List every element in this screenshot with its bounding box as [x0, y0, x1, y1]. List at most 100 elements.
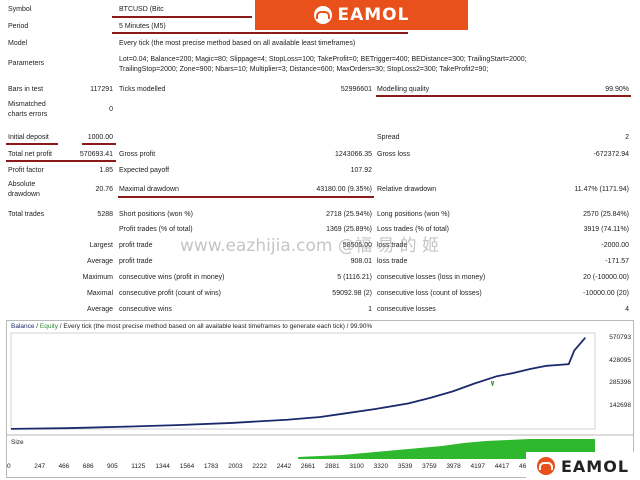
ticks-label: Ticks modelled: [119, 86, 166, 93]
absolute-drawdown-label-1: Absolute: [8, 181, 36, 188]
maximal-label: Maximal: [86, 290, 113, 297]
initial-deposit-label: Initial deposit: [8, 134, 49, 141]
max-drawdown-underline: [118, 196, 374, 198]
brand-corner-name: EAMOL: [560, 456, 630, 476]
period-value: 5 Minutes (M5): [119, 23, 166, 30]
quality-label: Modelling quality: [377, 86, 430, 93]
avg-cons-wins-value: 1: [368, 306, 372, 313]
bars-value: 117291: [90, 86, 113, 93]
x-tick-label: 4197: [470, 463, 485, 470]
legend-equity: Equity: [39, 323, 58, 330]
x-tick-label: 2003: [228, 463, 243, 470]
gross-profit-value: 1243066.35: [335, 151, 372, 158]
long-positions-value: 2570 (25.84%): [583, 211, 629, 218]
x-tick-label: 4417: [494, 463, 510, 470]
relative-drawdown-value: 11.47% (1171.94): [574, 186, 629, 193]
average-profit-value: 908.01: [350, 258, 372, 265]
model-value: Every tick (the most precise method base…: [119, 40, 356, 47]
gross-loss-label: Gross loss: [377, 151, 411, 158]
x-tick-label: 0: [7, 463, 11, 470]
long-positions-label: Long positions (won %): [377, 211, 450, 218]
bars-label: Bars in test: [8, 86, 44, 93]
parameters-label: Parameters: [8, 60, 45, 67]
avg-cons-wins-label: consecutive wins: [119, 306, 172, 313]
x-tick-label: 3539: [397, 463, 413, 470]
absolute-drawdown-label-2: drawdown: [8, 191, 40, 198]
x-tick-label: 3978: [446, 463, 461, 470]
x-tick-label: 905: [106, 463, 118, 470]
x-tick-label: 686: [82, 463, 94, 470]
legend-sep: /: [34, 323, 40, 330]
spread-value: 2: [625, 134, 629, 141]
max-cons-wins-value: 5 (1116.21): [337, 274, 372, 281]
brand-banner: EAMOL: [255, 0, 468, 30]
loss-trades-label: Loss trades (% of total): [377, 226, 449, 233]
chart-header: Balance / Equity / Every tick (the most …: [11, 323, 372, 330]
largest-loss-value: -2000.00: [601, 242, 629, 249]
average-loss-value: -171.57: [605, 258, 629, 265]
absolute-drawdown-value: 20.76: [95, 186, 113, 193]
average-label: Average: [87, 258, 113, 265]
y-tick-label: 428095: [609, 356, 631, 364]
largest-label: Largest: [89, 242, 113, 249]
avg-cons-losses-label: consecutive losses: [377, 306, 436, 313]
avg-cons-losses-value: 4: [625, 306, 629, 313]
short-positions-value: 2718 (25.94%): [326, 211, 372, 218]
initial-deposit-underline-1: [6, 143, 58, 145]
largest-loss-label: loss trade: [377, 242, 408, 249]
total-trades-value: 5288: [97, 211, 113, 218]
net-profit-label: Total net profit: [8, 151, 52, 158]
y-tick-label: 142698: [609, 402, 631, 410]
largest-profit-value: 58505.00: [342, 242, 372, 249]
net-profit-value: 570693.41: [79, 151, 113, 158]
x-tick-label: 466: [58, 463, 70, 470]
brand-corner-icon: [536, 457, 555, 475]
mismatched-label-2: charts errors: [8, 111, 48, 118]
maximal-cons-profit-label: consecutive profit (count of wins): [119, 290, 221, 297]
max-drawdown-label: Maximal drawdown: [119, 186, 179, 193]
x-tick-label: 247: [34, 463, 46, 470]
x-tick-label: 1564: [179, 463, 195, 470]
average-loss-label: loss trade: [377, 258, 408, 265]
net-profit-underline: [6, 160, 116, 162]
initial-deposit-underline-2: [82, 143, 116, 145]
size-label: Size: [11, 439, 24, 446]
average-profit-label: profit trade: [119, 258, 153, 265]
profit-trades-value: 1369 (25.89%): [326, 226, 372, 233]
legend-balance: Balance: [11, 323, 35, 330]
y-tick-label: 570793: [609, 333, 631, 341]
maximal-cons-profit-value: 59092.98 (2): [332, 290, 372, 297]
brand-logo-icon: [313, 6, 332, 24]
profit-trades-label: Profit trades (% of total): [119, 226, 193, 233]
period-underline: [112, 32, 408, 34]
x-tick-label: 1783: [203, 463, 219, 470]
gross-loss-value: -672372.94: [593, 151, 629, 158]
x-tick-label: 3320: [373, 463, 389, 470]
chart-plot: [7, 332, 633, 459]
ticks-value: 52996601: [340, 86, 372, 93]
symbol-label: Symbol: [8, 6, 32, 13]
max-cons-losses-label: consecutive losses (loss in money): [377, 274, 486, 281]
brand-name: EAMOL: [337, 5, 410, 25]
x-tick-label: 3100: [349, 463, 364, 470]
max-drawdown-value: 43180.00 (9.35%): [316, 186, 372, 193]
y-tick-label: 285396: [609, 379, 631, 387]
avg-cons-label: Average: [87, 306, 113, 313]
loss-trades-value: 3919 (74.11%): [583, 226, 629, 233]
x-tick-label: 2442: [276, 463, 292, 470]
mismatched-value: 0: [109, 106, 113, 113]
maximal-cons-loss-value: -10000.00 (20): [583, 290, 629, 297]
symbol-underline: [112, 16, 252, 18]
equity-line: [490, 380, 495, 386]
total-trades-label: Total trades: [8, 211, 45, 218]
balance-line: [10, 337, 586, 430]
gross-profit-label: Gross profit: [119, 151, 156, 158]
expected-payoff-label: Expected payoff: [119, 167, 170, 174]
quality-underline: [376, 95, 631, 97]
balance-chart: Balance / Equity / Every tick (the most …: [6, 320, 634, 478]
x-tick-label: 2222: [252, 463, 267, 470]
relative-drawdown-label: Relative drawdown: [377, 186, 437, 193]
plot-frame: [10, 332, 596, 430]
maximal-cons-loss-label: consecutive loss (count of losses): [377, 290, 482, 297]
short-positions-label: Short positions (won %): [119, 211, 193, 218]
